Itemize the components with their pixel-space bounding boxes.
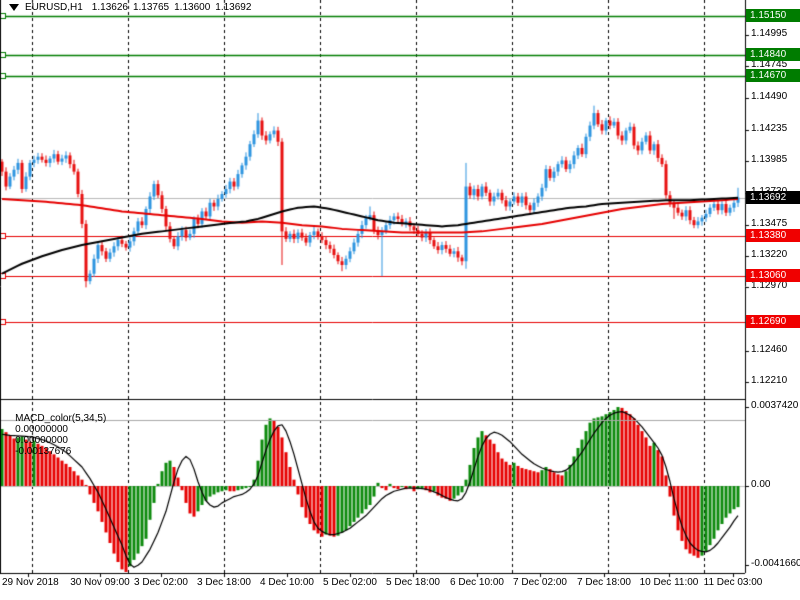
price-axis-label: 1.12970: [751, 280, 788, 291]
ohlc-close: 1.13692: [215, 2, 252, 13]
ohlc-low: 1.13600: [174, 2, 211, 13]
price-axis[interactable]: 1.149951.147451.144901.142351.139851.137…: [745, 0, 800, 573]
price-axis-label: 1.14995: [751, 28, 788, 39]
ohlc-high: 1.13765: [132, 2, 170, 13]
price-level-badge-green: 1.15150: [746, 9, 800, 22]
time-axis-label: 7 Dec 18:00: [577, 577, 631, 588]
macd-axis-label: -0.0041660: [751, 558, 800, 569]
time-axis-label: 11 Dec 03:00: [703, 577, 763, 588]
price-axis-label: 1.14745: [751, 59, 788, 70]
macd-indicator-name: MACD_color(5,34,5): [15, 413, 107, 424]
time-axis-label: 3 Dec 18:00: [197, 577, 251, 588]
time-axis-label: 5 Dec 18:00: [386, 577, 440, 588]
price-axis-label: 1.13475: [751, 218, 788, 229]
time-axis-label: 4 Dec 10:00: [260, 577, 314, 588]
price-axis-label: 1.13985: [751, 154, 788, 165]
time-axis-label: 29 Nov 2018: [2, 577, 59, 588]
macd-header: MACD_color(5,34,5) 0.00000000 0.00000000…: [4, 402, 111, 468]
macd-axis-label: 0.0037420: [751, 400, 799, 411]
price-axis-label: 1.13220: [751, 249, 788, 260]
time-axis[interactable]: 29 Nov 2018 30 Nov 09:00 3 Dec 02:00 3 Dec …: [0, 573, 800, 600]
indicator-marker-triangle-icon: [9, 4, 19, 11]
macd-axis[interactable]: 0.0037420 0.00 -0.0041660: [745, 0, 800, 573]
price-axis-label: 1.14490: [751, 91, 788, 102]
time-axis-label: 30 Nov 09:00: [70, 577, 130, 588]
price-level-badge-red: 1.12690: [746, 315, 800, 328]
macd-axis-label: 0.00: [751, 479, 771, 490]
price-level-badge-green: 1.14840: [746, 48, 800, 61]
price-axis-label: 1.14235: [751, 123, 788, 134]
price-level-badge-red: 1.13380: [746, 229, 800, 242]
time-axis-label: 10 Dec 11:00: [639, 577, 699, 588]
macd-value-2: 0.00000000: [15, 435, 68, 446]
price-level-badge-current: 1.13692: [746, 191, 800, 204]
chart-symbol-period: EURUSD,H1: [25, 2, 83, 13]
price-level-badge-green: 1.14670: [746, 69, 800, 82]
chart-header: EURUSD,H1 1.13626 1.13765 1.13600 1.1369…: [3, 1, 256, 14]
price-axis-label: 1.12210: [751, 375, 788, 386]
ohlc-open: 1.13626: [91, 2, 128, 13]
price-axis-label: 1.12460: [751, 344, 788, 355]
price-level-badge-red: 1.13060: [746, 269, 800, 282]
macd-value-3: -0.00137676: [15, 446, 72, 457]
time-axis-label: 6 Dec 10:00: [450, 577, 504, 588]
time-axis-label: 5 Dec 02:00: [323, 577, 377, 588]
time-axis-label: 3 Dec 02:00: [134, 577, 188, 588]
macd-value-1: 0.00000000: [15, 424, 68, 435]
time-axis-label: 7 Dec 02:00: [513, 577, 567, 588]
